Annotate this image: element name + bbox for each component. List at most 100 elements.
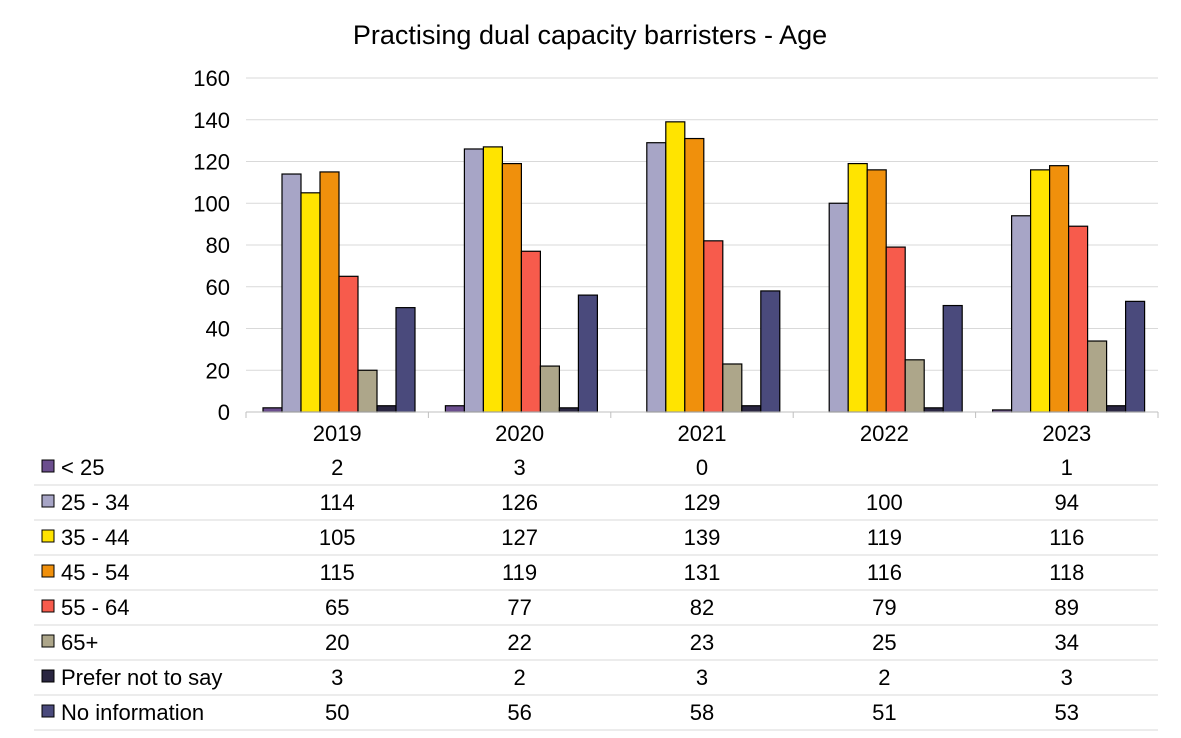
table-cell: 0 [696, 455, 708, 480]
series-label: 55 - 64 [61, 595, 130, 620]
bar-2019-35-44 [300, 192, 321, 413]
table-cell: 2 [331, 455, 343, 480]
table-cell: 127 [501, 525, 538, 550]
table-cell: 2 [513, 665, 525, 690]
bar-2021-35-44 [665, 121, 686, 413]
table-cell: 105 [319, 525, 356, 550]
table-cell: 82 [690, 595, 714, 620]
series-label: 25 - 34 [61, 490, 130, 515]
x-axis: 2019 2020 2021 2022 2023 [246, 411, 1158, 446]
bar-2022-55-64 [885, 246, 906, 413]
bars [262, 121, 1146, 413]
bar-2019-65- [357, 369, 378, 413]
bar-2022-no-information [942, 304, 963, 413]
y-tick-label: 160 [193, 66, 230, 91]
bar-2022-35-44 [847, 162, 868, 413]
table-cell: 25 [872, 630, 896, 655]
bar-2022-65- [904, 359, 925, 413]
table-cell: 131 [684, 560, 721, 585]
table-cell: 100 [866, 490, 903, 515]
legend-key [41, 669, 55, 683]
table-cell: 118 [1049, 560, 1084, 585]
series-label: 65+ [61, 630, 98, 655]
table-cell: 20 [325, 630, 349, 655]
bar-2023-55-64 [1067, 225, 1089, 413]
table-cell: 51 [872, 700, 896, 725]
y-tick-label: 20 [206, 358, 230, 383]
table-cell: 1 [1061, 455, 1073, 480]
legend-key [41, 494, 55, 508]
bar-2019-25-34 [281, 173, 302, 413]
y-tick-label: 120 [193, 150, 230, 175]
x-category-label: 2020 [495, 421, 544, 446]
series-label: 35 - 44 [61, 525, 130, 550]
table-cell: 58 [690, 700, 714, 725]
table-cell: 56 [507, 700, 531, 725]
bar-2020-prefer-not-to-say [558, 407, 580, 413]
table-cell: 119 [867, 525, 902, 550]
bar-2020-45-54 [501, 162, 522, 413]
bar-2021-45-54 [684, 137, 705, 413]
table-cell: 23 [690, 630, 714, 655]
table-cell: 89 [1055, 595, 1079, 620]
y-tick-label: 140 [193, 108, 230, 133]
table-cell: 126 [501, 490, 538, 515]
table-cell: 79 [872, 595, 896, 620]
bar-2021-65- [722, 363, 743, 413]
y-tick-label: 100 [193, 191, 230, 216]
bar-2020--25 [444, 405, 465, 413]
bar-2020-35-44 [482, 146, 503, 413]
bar-2019--25 [262, 407, 283, 413]
y-tick-label: 0 [218, 400, 230, 425]
legend-key [41, 599, 55, 613]
table-cell: 34 [1055, 630, 1079, 655]
bar-2020-65- [539, 365, 561, 413]
bar-2021-no-information [760, 290, 781, 413]
bar-2022-prefer-not-to-say [923, 407, 944, 413]
series-label: < 25 [61, 455, 104, 480]
bar-2019-prefer-not-to-say [376, 405, 397, 413]
bar-2023-65- [1086, 340, 1108, 413]
table-cell: 129 [684, 490, 721, 515]
legend-key [41, 459, 55, 473]
bar-2020-25-34 [463, 148, 484, 413]
bar-2020-55-64 [520, 250, 542, 413]
bar-2022-25-34 [828, 202, 849, 413]
table-cell: 94 [1055, 490, 1079, 515]
table-cell: 3 [696, 665, 708, 690]
legend-key [41, 634, 55, 648]
series-label: No information [61, 700, 204, 725]
bar-2023-25-34 [1010, 215, 1032, 413]
bar-2021-prefer-not-to-say [741, 405, 762, 413]
x-category-label: 2021 [678, 421, 727, 446]
bar-2021-25-34 [646, 142, 667, 413]
bar-2022-45-54 [866, 169, 887, 413]
x-category-label: 2022 [860, 421, 909, 446]
bar-2023-prefer-not-to-say [1105, 405, 1127, 413]
bar-2021-55-64 [703, 240, 724, 413]
table-cell: 116 [867, 560, 902, 585]
table-cell: 139 [684, 525, 721, 550]
table-cell: 115 [320, 560, 355, 585]
x-category-label: 2019 [313, 421, 362, 446]
y-tick-label: 60 [206, 275, 230, 300]
bar-2023-no-information [1124, 300, 1146, 413]
table-cell: 22 [507, 630, 531, 655]
y-tick-label: 80 [206, 233, 230, 258]
table-cell: 65 [325, 595, 349, 620]
table-cell: 3 [1061, 665, 1073, 690]
bar-2019-no-information [395, 307, 416, 413]
table-cell: 53 [1055, 700, 1079, 725]
bar-2019-55-64 [338, 275, 359, 413]
chart-title: Practising dual capacity barristers - Ag… [353, 20, 827, 50]
series-label: 45 - 54 [61, 560, 130, 585]
bar-2019-45-54 [319, 171, 340, 413]
x-category-label: 2023 [1042, 421, 1091, 446]
bar-2023-45-54 [1048, 165, 1070, 413]
y-axis-ticks: 0 20 40 60 80 100 120 140 160 [193, 66, 230, 425]
table-cell: 2 [878, 665, 890, 690]
table-cell: 3 [331, 665, 343, 690]
legend-key [41, 564, 55, 578]
